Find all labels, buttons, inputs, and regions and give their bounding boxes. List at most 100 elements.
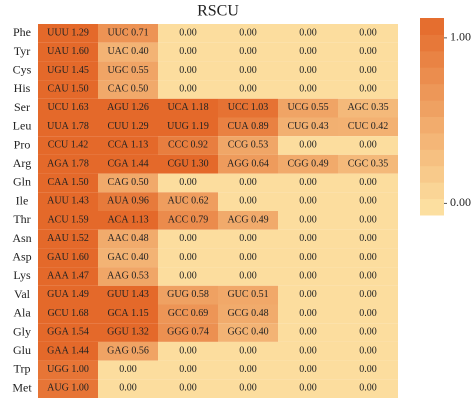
cell-label: UCA 1.18: [167, 102, 208, 113]
value-label: 0.00: [119, 383, 137, 394]
value-label: 0.00: [299, 346, 317, 357]
value-label: 0.49: [311, 159, 329, 170]
value-label: 1.43: [71, 196, 89, 207]
row-label: Lys: [13, 268, 31, 282]
heat-cell: [38, 248, 98, 268]
heat-cell: [278, 136, 338, 155]
value-label: 0.69: [191, 308, 209, 319]
codon: CUA: [227, 121, 249, 132]
heat-cell: [278, 98, 338, 118]
cell-label: CUC 0.42: [348, 121, 389, 132]
codon: UAC: [107, 46, 128, 57]
cell-label: GGG 0.74: [167, 327, 209, 338]
heat-cell: [278, 80, 338, 99]
codon: UCC: [228, 102, 249, 113]
heat-cell: [38, 117, 98, 137]
value-label: 0.40: [131, 252, 149, 263]
codon: UGC: [107, 65, 128, 76]
cell-label: 0.00: [299, 177, 317, 188]
cell-label: 0.00: [179, 252, 197, 263]
cell-label: AAC 0.48: [107, 233, 148, 244]
cell-label: AAU 1.52: [47, 233, 89, 244]
value-label: 0.00: [239, 252, 257, 263]
codon: GGU: [107, 327, 129, 338]
heat-cell: [38, 173, 98, 193]
cell-label: 0.00: [179, 346, 197, 357]
cell-label: 0.00: [359, 271, 377, 282]
chart-title: RSCU: [197, 3, 239, 20]
value-label: 1.45: [71, 65, 89, 76]
heat-cell: [98, 136, 158, 155]
codon: AGA: [47, 159, 69, 170]
heat-cell: [158, 211, 218, 230]
heat-cell: [158, 360, 218, 380]
codon: CGA: [107, 159, 129, 170]
heat-cell: [158, 80, 218, 99]
cell-label: GCG 0.48: [227, 308, 268, 319]
codon: CCC: [168, 140, 188, 151]
cell-label: 0.00: [299, 346, 317, 357]
codon: CCU: [48, 140, 69, 151]
value-label: 0.00: [299, 383, 317, 394]
value-label: 0.00: [299, 140, 317, 151]
heat-cell: [338, 211, 398, 230]
cell-label: 0.00: [299, 215, 317, 226]
codon: UCG: [287, 102, 308, 113]
cell-label: 0.00: [359, 327, 377, 338]
codon: UAU: [47, 46, 69, 57]
cell-label: CGU 1.30: [167, 159, 208, 170]
row-label: Ile: [16, 193, 29, 207]
heat-cell: [38, 341, 98, 361]
heat-cell: [158, 323, 218, 342]
value-label: 0.00: [119, 364, 137, 375]
value-label: 1.42: [71, 140, 89, 151]
value-label: 1.29: [71, 28, 89, 39]
codon: GCA: [107, 308, 129, 319]
heat-cell: [278, 192, 338, 211]
heat-cell: [218, 173, 278, 193]
heat-cell: [38, 24, 98, 43]
value-label: 1.29: [131, 121, 149, 132]
value-label: 0.00: [239, 65, 257, 76]
value-label: 1.50: [71, 177, 89, 188]
codon: UUC: [107, 28, 128, 39]
codon: GAA: [47, 346, 69, 357]
value-label: 0.50: [131, 84, 149, 95]
codon: AAG: [107, 271, 129, 282]
cell-label: 0.00: [299, 140, 317, 151]
heat-cell: [278, 323, 338, 342]
cell-label: 0.00: [179, 177, 197, 188]
cell-label: 0.00: [239, 177, 257, 188]
value-label: 0.00: [299, 271, 317, 282]
row-label: Val: [14, 287, 31, 301]
cell-label: 0.00: [239, 196, 257, 207]
heat-cell: [158, 229, 218, 249]
codon: GCU: [47, 308, 69, 319]
cell-label: 0.00: [359, 28, 377, 39]
value-label: 0.00: [239, 28, 257, 39]
heat-cell: [278, 304, 338, 324]
heat-cell: [218, 117, 278, 137]
value-label: 0.48: [251, 308, 269, 319]
value-label: 0.53: [251, 140, 269, 151]
heat-cell: [278, 211, 338, 230]
cell-label: 0.00: [359, 65, 377, 76]
cell-label: 0.00: [359, 215, 377, 226]
cell-label: GGA 1.54: [47, 327, 89, 338]
cell-label: 0.00: [299, 252, 317, 263]
value-label: 0.71: [131, 28, 149, 39]
heat-cell: [158, 98, 218, 118]
value-label: 1.68: [71, 308, 89, 319]
value-label: 1.60: [71, 46, 89, 57]
heat-cell: [338, 117, 398, 137]
value-label: 0.89: [251, 121, 269, 132]
value-label: 0.74: [191, 327, 209, 338]
heat-cell: [218, 229, 278, 249]
codon: GGC: [227, 327, 248, 338]
value-label: 1.18: [191, 102, 209, 113]
codon: CCA: [108, 140, 129, 151]
value-label: 0.00: [299, 364, 317, 375]
cell-label: AAG 0.53: [107, 271, 149, 282]
cell-label: GCC 0.69: [168, 308, 209, 319]
heat-cell: [98, 173, 158, 193]
